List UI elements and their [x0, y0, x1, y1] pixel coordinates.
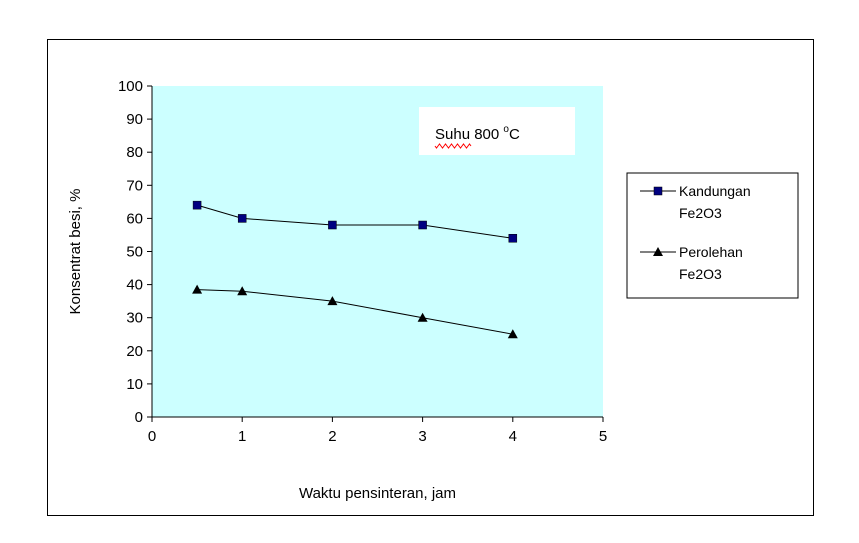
y-tick-label: 0: [135, 409, 143, 426]
y-tick-label: 40: [126, 277, 143, 294]
y-tick-label: 30: [126, 310, 143, 327]
spellcheck-underline: [434, 143, 472, 149]
series-2: [192, 284, 518, 339]
annotation-main: Suhu 800: [435, 126, 503, 143]
axes: [147, 85, 604, 422]
y-tick-label: 10: [126, 376, 143, 393]
x-tick-label: 2: [328, 428, 336, 445]
annotation-unit: C: [509, 126, 520, 143]
x-tick-label: 3: [418, 428, 426, 445]
y-tick-label: 70: [126, 177, 143, 194]
data-point: [237, 214, 247, 223]
annotation-text: Suhu 800 oC: [435, 124, 520, 143]
data-point: [418, 220, 427, 230]
data-point: [417, 312, 428, 322]
data-point: [237, 286, 248, 296]
legend: Kandungan Fe2O3 Perolehan Fe2O3: [626, 172, 799, 299]
x-tick-labels: 0 1 2 3 4 5: [148, 428, 607, 445]
legend-marker: [653, 247, 663, 256]
annotation-box: Suhu 800 oC: [419, 107, 575, 155]
data-point: [192, 200, 202, 210]
data-point: [507, 329, 518, 339]
data-point: [508, 234, 518, 243]
y-tick-labels: 0 10 20 30 40 50 60 70 80 90 100: [118, 78, 143, 426]
y-tick-label: 100: [118, 78, 143, 95]
y-tick-label: 20: [126, 343, 143, 360]
x-tick-label: 0: [148, 428, 156, 445]
data-point: [327, 296, 338, 306]
x-axis-title: Waktu pensinteran, jam: [299, 485, 456, 502]
legend-marker: [653, 186, 663, 196]
legend-item-2: Perolehan Fe2O3: [640, 244, 743, 282]
annotation-superscript: o: [503, 124, 509, 135]
y-axis-title: Konsentrat besi, %: [67, 189, 84, 315]
data-point: [328, 220, 337, 230]
y-tick-label: 90: [126, 111, 143, 128]
x-tick-label: 1: [238, 428, 246, 445]
data-point: [192, 284, 203, 294]
y-tick-label: 50: [126, 244, 143, 261]
legend-items: Kandungan Fe2O3 Perolehan Fe2O3: [640, 183, 751, 282]
y-tick-label: 80: [126, 144, 143, 161]
y-tick-label: 60: [126, 210, 143, 227]
legend-label-line2: Fe2O3: [679, 266, 722, 282]
legend-label-line1: Perolehan: [679, 244, 743, 260]
legend-label-line1: Kandungan: [679, 183, 751, 199]
x-tick-label: 5: [599, 428, 607, 445]
legend-label-line2: Fe2O3: [679, 205, 722, 221]
series-layer: [192, 200, 518, 339]
annotation-background: [419, 107, 575, 155]
legend-item-1: Kandungan Fe2O3: [640, 183, 751, 221]
series-1: [192, 200, 518, 243]
x-tick-label: 4: [509, 428, 517, 445]
